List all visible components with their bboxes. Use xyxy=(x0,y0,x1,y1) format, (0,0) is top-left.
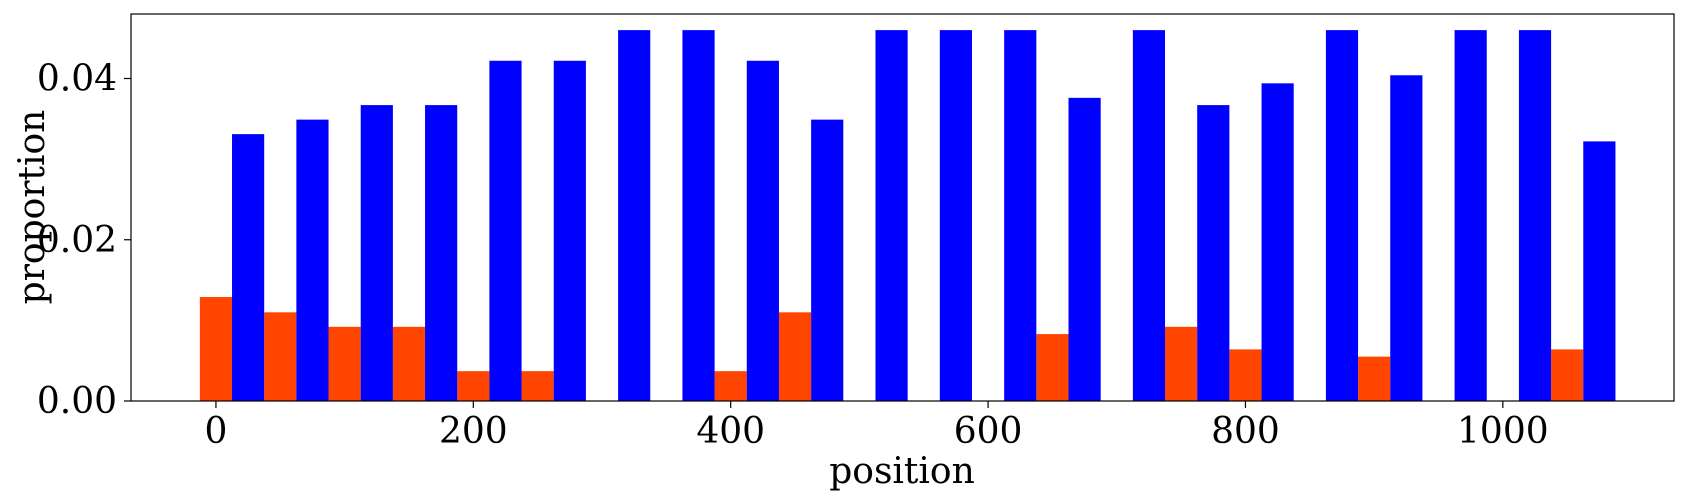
bar-series-1-2 xyxy=(360,105,393,401)
bar-series-1-8 xyxy=(746,60,779,401)
bar-series-1-20 xyxy=(1518,30,1552,401)
x-axis-ticks: 0 200 400 600 800 1000 xyxy=(204,401,1549,452)
bar-series-1-0 xyxy=(232,134,265,401)
bar-series-1-11 xyxy=(939,30,972,401)
y-tick-label: 0.02 xyxy=(37,220,117,261)
bar-series-1-9 xyxy=(811,119,844,402)
bars-group xyxy=(199,30,1616,402)
bar-series-0-3 xyxy=(392,326,426,401)
bar-series-1-1 xyxy=(296,119,329,402)
bar-series-0-15 xyxy=(1165,326,1198,401)
bar-series-1-19 xyxy=(1454,30,1487,401)
x-tick-label: 600 xyxy=(954,411,1023,452)
bar-series-0-8 xyxy=(714,371,747,401)
bar-series-0-0 xyxy=(199,296,233,401)
bar-series-0-16 xyxy=(1229,349,1262,401)
bar-series-0-21 xyxy=(1551,349,1584,401)
bar-series-1-3 xyxy=(425,105,458,401)
y-tick-label: 0.00 xyxy=(37,381,117,422)
bar-series-1-5 xyxy=(553,60,586,401)
x-tick-label: 1000 xyxy=(1457,411,1549,452)
x-tick-label: 400 xyxy=(696,411,765,452)
bar-series-0-1 xyxy=(264,312,297,401)
bar-series-0-4 xyxy=(457,371,490,401)
bar-series-1-16 xyxy=(1261,83,1294,402)
bar-series-1-17 xyxy=(1325,30,1359,401)
bar-series-1-14 xyxy=(1132,30,1166,401)
y-axis-ticks: 0.00 0.02 0.04 xyxy=(37,59,131,422)
bar-series-0-9 xyxy=(778,312,812,401)
bar-series-0-5 xyxy=(521,371,554,401)
x-axis-label: position xyxy=(829,451,975,492)
bar-series-0-2 xyxy=(328,326,361,401)
bar-series-1-6 xyxy=(618,30,651,401)
bar-series-0-18 xyxy=(1358,356,1391,401)
bar-series-1-4 xyxy=(489,60,522,401)
plot-frame xyxy=(130,13,1675,402)
bar-series-0-13 xyxy=(1036,334,1069,401)
bar-series-1-12 xyxy=(1004,30,1037,401)
bar-series-1-10 xyxy=(875,30,908,401)
x-tick-label: 800 xyxy=(1211,411,1280,452)
y-tick-label: 0.04 xyxy=(37,59,117,100)
bar-series-1-13 xyxy=(1068,97,1101,401)
x-tick-label: 0 xyxy=(204,411,227,452)
x-tick-label: 200 xyxy=(439,411,508,452)
y-axis-label: proportion xyxy=(12,110,53,305)
bar-series-1-18 xyxy=(1390,75,1423,402)
bar-series-1-7 xyxy=(682,30,715,401)
bar-series-1-15 xyxy=(1197,105,1230,401)
bar-series-1-21 xyxy=(1583,141,1616,401)
